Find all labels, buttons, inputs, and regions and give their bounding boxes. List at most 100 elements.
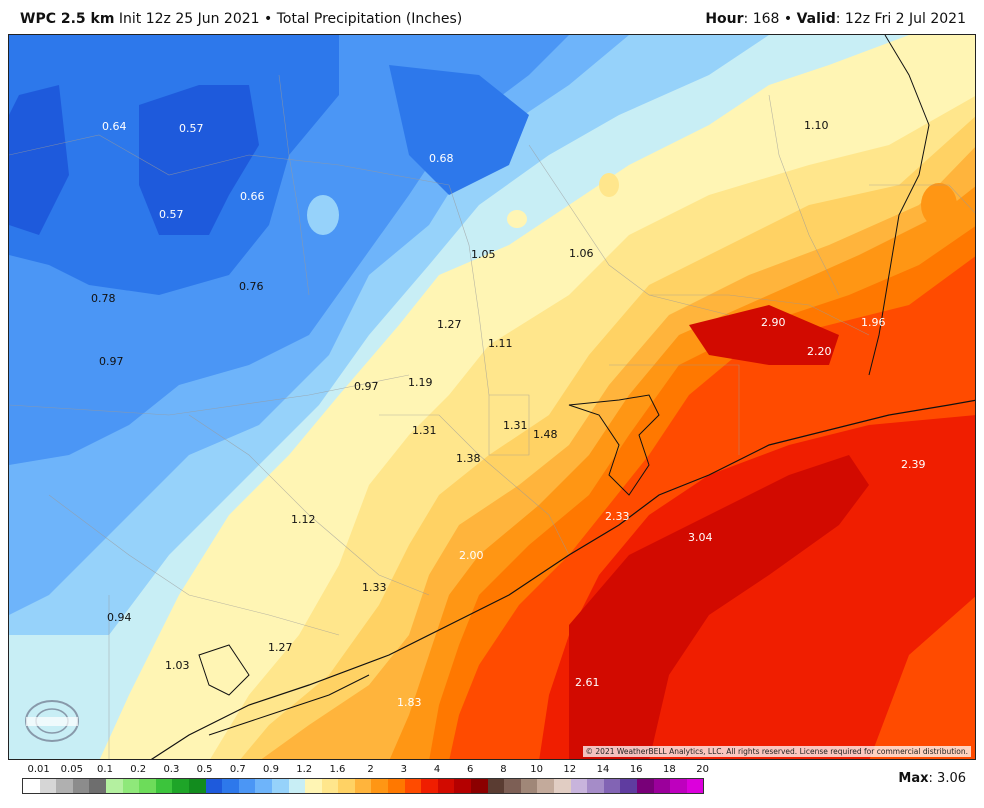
precip-value-label: 0.57 xyxy=(159,208,184,221)
precip-value-label: 0.64 xyxy=(102,120,127,133)
legend-color-swatch xyxy=(471,779,488,793)
legend-color-swatch xyxy=(371,779,389,793)
legend-color-swatch xyxy=(421,779,438,793)
legend-color-swatch xyxy=(122,779,140,793)
legend-color-swatch xyxy=(437,779,455,793)
precip-value-label: 1.31 xyxy=(412,424,437,437)
precip-value-label: 0.57 xyxy=(179,122,204,135)
legend-tick-label: 1.6 xyxy=(329,764,346,775)
bullet-separator-2: • xyxy=(783,11,793,27)
model-name: WPC 2.5 km xyxy=(20,11,115,27)
bullet-separator: • xyxy=(264,11,273,27)
legend-color-swatch xyxy=(354,779,372,793)
legend-tick-label: 10 xyxy=(530,764,543,775)
precip-value-label: 1.10 xyxy=(804,119,829,132)
precip-value-label: 1.11 xyxy=(488,337,513,350)
legend-tick-label: 12 xyxy=(563,764,577,775)
precip-value-label: 1.06 xyxy=(569,247,594,260)
precip-value-label: 2.00 xyxy=(459,549,484,562)
legend-color-swatch xyxy=(205,779,223,793)
legend-color-swatch xyxy=(172,779,189,793)
precip-value-label: 1.38 xyxy=(456,452,481,465)
precip-value-label: 2.33 xyxy=(605,510,630,523)
legend-color-swatch xyxy=(139,779,156,793)
legend-tick-label: 0.9 xyxy=(263,764,279,775)
weatherbell-logo xyxy=(23,697,81,745)
legend-color-swatch xyxy=(520,779,538,793)
legend-tick-label: 16 xyxy=(629,764,643,775)
legend-color-swatch xyxy=(537,779,554,793)
legend-color-swatch xyxy=(338,779,355,793)
legend-color-swatch xyxy=(620,779,637,793)
legend-color-swatch xyxy=(72,779,90,793)
precip-value-label: 0.76 xyxy=(239,280,264,293)
map-canvas: 0.64 0.57 0.68 1.10 0.66 0.57 1.05 1.06 0.78 0.76… xyxy=(9,35,975,759)
legend-color-swatch xyxy=(686,779,704,793)
legend-color-swatch xyxy=(89,779,106,793)
header-right: Hour: 168 • Valid: 12z Fri 2 Jul 2021 xyxy=(705,11,966,27)
legend-color-swatch xyxy=(238,779,256,793)
legend-tick-label: 18 xyxy=(663,764,676,775)
precip-value-label: 2.90 xyxy=(761,316,786,329)
legend-tick-label: 3 xyxy=(400,764,407,775)
legend-tick-label: 2 xyxy=(367,764,374,775)
legend-tick-label: 14 xyxy=(596,764,610,775)
valid-value: 12z Fri 2 Jul 2021 xyxy=(844,11,966,27)
init-time: Init 12z 25 Jun 2021 xyxy=(118,11,260,27)
legend-color-swatch xyxy=(554,779,571,793)
precipitation-map[interactable]: 0.64 0.57 0.68 1.10 0.66 0.57 1.05 1.06 0.78 0.76… xyxy=(8,34,976,760)
precip-value-label: 0.66 xyxy=(240,190,265,203)
legend-tick-label: 20 xyxy=(696,764,709,775)
precip-value-label: 2.61 xyxy=(575,676,600,689)
legend-tick-label: 0.1 xyxy=(97,764,113,775)
precip-value-label: 1.19 xyxy=(408,376,433,389)
precip-value-label: 1.27 xyxy=(437,318,462,331)
precip-value-label: 1.03 xyxy=(165,659,190,672)
legend-color-swatch xyxy=(271,779,289,793)
precip-legend: 0.01 0.05 0.1 0.2 0.3 0.5 0.7 0.9 1.2 1.6 2 3 4 6 8 10 1… xyxy=(22,764,709,794)
precip-value-label: 1.48 xyxy=(533,428,558,441)
precip-value-label: 1.31 xyxy=(503,419,528,432)
legend-color-swatch xyxy=(305,779,322,793)
legend-color-swatch xyxy=(570,779,588,793)
legend-tick-label: 0.05 xyxy=(60,764,83,775)
hour-value: 168 xyxy=(752,11,780,27)
legend-tick-label: 6 xyxy=(467,764,474,775)
precip-value-label: 1.27 xyxy=(268,641,293,654)
legend-tick-label: 1.2 xyxy=(296,764,313,775)
max-value: 3.06 xyxy=(937,771,966,786)
precip-value-label: 2.39 xyxy=(901,458,926,471)
map-header: WPC 2.5 km Init 12z 25 Jun 2021 • Total … xyxy=(0,0,984,34)
precip-value-label: 0.94 xyxy=(107,611,132,624)
legend-color-swatch xyxy=(321,779,339,793)
legend-tick-label: 0.01 xyxy=(27,764,50,775)
legend-tick-label: 0.3 xyxy=(163,764,180,775)
precip-value-label: 1.05 xyxy=(471,248,496,261)
precip-value-label: 1.96 xyxy=(861,316,886,329)
product-name: Total Precipitation (Inches) xyxy=(276,11,463,27)
legend-tick-label: 8 xyxy=(500,764,507,775)
legend-color-swatch xyxy=(404,779,422,793)
legend-color-swatch xyxy=(23,779,40,793)
legend-color-swatch xyxy=(670,779,687,793)
legend-tick-label: 0.2 xyxy=(130,764,147,775)
legend-color-swatch xyxy=(603,779,621,793)
legend-color-swatch xyxy=(388,779,405,793)
legend-tick-label: 0.7 xyxy=(229,764,246,775)
legend-color-swatch xyxy=(454,779,472,793)
legend-color-swatch xyxy=(636,779,654,793)
precip-value-label: 3.04 xyxy=(688,531,713,544)
copyright-notice: © 2021 WeatherBELL Analytics, LLC. All r… xyxy=(582,746,971,757)
legend-color-swatch xyxy=(222,779,239,793)
precip-value-label: 0.97 xyxy=(99,355,124,368)
precip-value-label: 0.78 xyxy=(91,292,116,305)
legend-color-swatch xyxy=(587,779,604,793)
legend-tick-labels: 0.01 0.05 0.1 0.2 0.3 0.5 0.7 0.9 1.2 1.6 2 3 4 6 8 10 1… xyxy=(22,764,709,776)
legend-color-swatch xyxy=(653,779,671,793)
legend-color-swatch xyxy=(56,779,73,793)
legend-color-swatch xyxy=(487,779,505,793)
hour-label: Hour xyxy=(705,11,744,27)
precip-value-label: 1.33 xyxy=(362,581,387,594)
precip-value-label: 0.97 xyxy=(354,380,379,393)
precip-value-label: 1.83 xyxy=(397,696,422,709)
